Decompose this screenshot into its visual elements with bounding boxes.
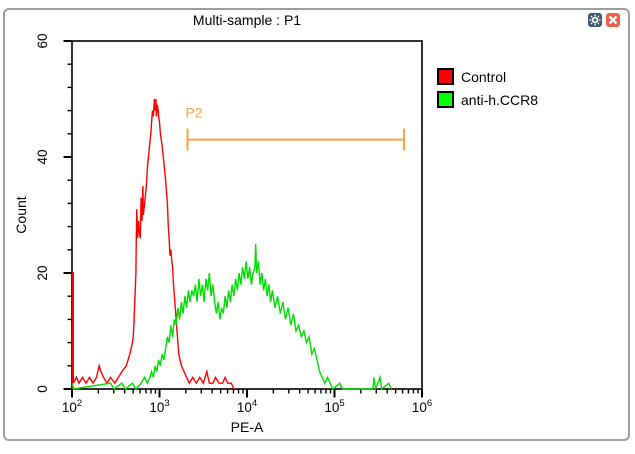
y-axis-label: Count [13,196,29,234]
plot-window [3,8,630,441]
y-tick-label: 40 [35,149,50,164]
series-1-curve [72,243,393,390]
legend-swatch-control [437,68,454,85]
y-tick-label: 60 [35,33,50,48]
x-tick-label: 106 [412,398,432,415]
gear-icon [589,14,601,26]
y-tick-label: 20 [35,265,50,280]
legend-label-antibody: anti-h.CCR8 [461,92,539,108]
legend-swatch-antibody [437,91,454,108]
x-tick-label: 104 [237,398,257,415]
axis-tick-labels: 102 103 104 105 106 0 20 40 60 [35,33,432,415]
axis-ticks [63,40,423,398]
gate-p2[interactable] [186,128,406,151]
x-tick-label: 102 [62,398,82,415]
plot-title: Multi-sample : P1 [192,12,302,28]
x-tick-label: 103 [149,398,169,415]
close-icon [608,15,618,25]
x-axis-label: PE-A [230,419,264,435]
histogram-curves [72,98,393,390]
settings-button[interactable] [588,13,602,27]
series-0-curve [72,98,235,390]
y-tick-label: 0 [35,385,50,393]
x-tick-label: 105 [324,398,344,415]
legend-label-control: Control [461,69,507,85]
plot-frame [71,40,423,390]
close-button[interactable] [606,13,620,27]
gate-p2-label: P2 [186,105,203,121]
